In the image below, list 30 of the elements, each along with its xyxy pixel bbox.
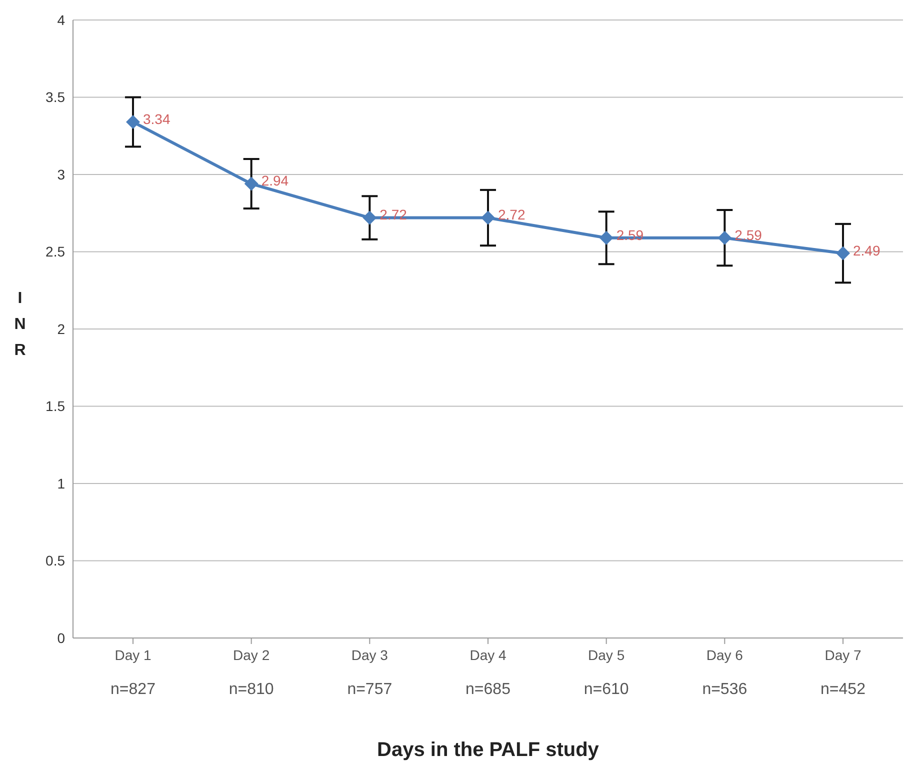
category-label: Day 3 n=757 xyxy=(347,647,392,698)
y-tick-label: 1 xyxy=(57,475,66,492)
category-label: Day 7 n=452 xyxy=(820,647,866,698)
y-tick-label: 1.5 xyxy=(46,398,66,414)
point xyxy=(481,210,495,225)
data-label: 2.49 xyxy=(853,242,880,258)
y-tick-label: 3.5 xyxy=(46,89,66,106)
y-tick-label: 2 xyxy=(57,320,66,337)
point xyxy=(718,230,732,245)
data-label: 2.59 xyxy=(734,226,762,243)
data-label: 2.72 xyxy=(498,206,526,223)
category-label: Day 1 n=827 xyxy=(110,647,156,698)
y-tick-label: 0 xyxy=(57,630,66,646)
y-tick-label: 0.5 xyxy=(46,552,66,569)
y-tick-label: 4 xyxy=(57,12,66,28)
data-label: 3.34 xyxy=(143,110,170,127)
category-label: Day 6 n=536 xyxy=(702,647,748,698)
point xyxy=(836,246,850,260)
category-label: Day 5 n=610 xyxy=(584,647,629,698)
point xyxy=(126,114,140,129)
y-tick-label: 3 xyxy=(57,166,66,182)
category-label: Day 2 n=810 xyxy=(228,647,274,698)
point xyxy=(599,230,614,245)
point xyxy=(362,210,377,225)
category-label: Day 4 n=685 xyxy=(466,647,510,698)
y-tick-label: 2.5 xyxy=(46,244,66,260)
data-label: 2.94 xyxy=(261,172,289,189)
y-axis-title: INR xyxy=(14,290,26,359)
point xyxy=(244,176,258,191)
x-axis-title: Days in the PALF study xyxy=(377,739,600,761)
